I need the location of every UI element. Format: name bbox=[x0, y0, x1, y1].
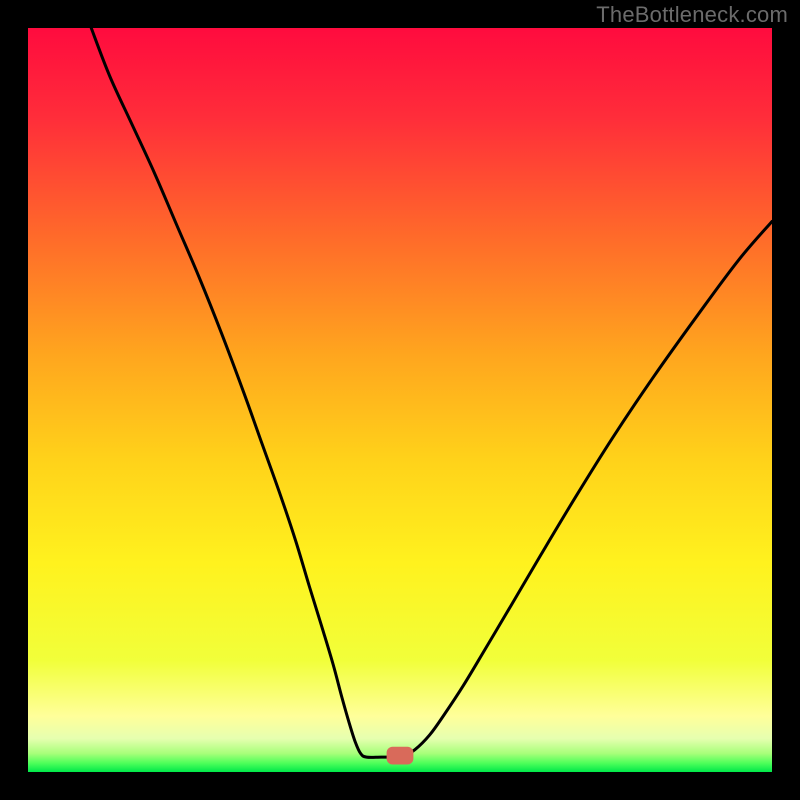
watermark-text: TheBottleneck.com bbox=[596, 2, 788, 28]
min-marker bbox=[387, 747, 414, 765]
plot-area bbox=[28, 28, 772, 772]
chart-frame: TheBottleneck.com bbox=[0, 0, 800, 800]
plot-svg bbox=[28, 28, 772, 772]
